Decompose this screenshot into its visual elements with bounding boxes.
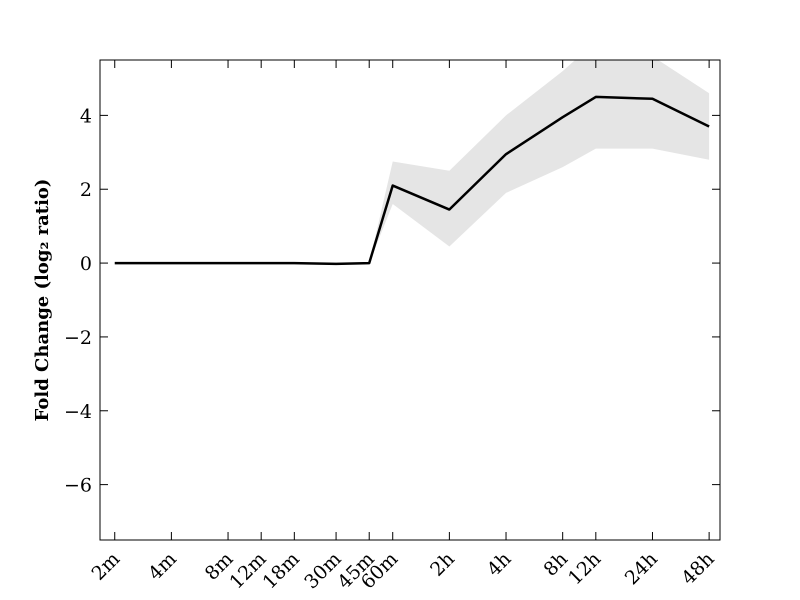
x-tick-label: 24h bbox=[621, 548, 662, 589]
x-tick-label: 18m bbox=[258, 548, 303, 593]
x-tick-label: 12h bbox=[564, 548, 605, 589]
plot-frame bbox=[99, 59, 721, 541]
x-tick-label: 30m bbox=[300, 548, 345, 593]
x-tick-label: 48h bbox=[677, 548, 718, 589]
y-tick-label: 0 bbox=[80, 253, 92, 275]
x-tick-label: 2h bbox=[426, 548, 459, 581]
x-tick-label: 4h bbox=[483, 548, 516, 581]
y-tick-label: 2 bbox=[80, 179, 92, 201]
x-tick-label: 12m bbox=[225, 548, 270, 593]
plot-area bbox=[114, 60, 710, 266]
y-tick-label: −2 bbox=[64, 327, 92, 349]
y-tick-label: 4 bbox=[80, 105, 92, 127]
y-tick-label: −4 bbox=[64, 401, 92, 423]
x-tick-label: 4m bbox=[144, 548, 181, 585]
x-tick-label: 2m bbox=[87, 548, 124, 585]
y-axis-label: Fold Change (log₂ ratio) bbox=[32, 179, 53, 422]
confidence-band bbox=[369, 60, 710, 264]
y-tick-label: −6 bbox=[64, 475, 92, 497]
line bbox=[114, 95, 710, 266]
